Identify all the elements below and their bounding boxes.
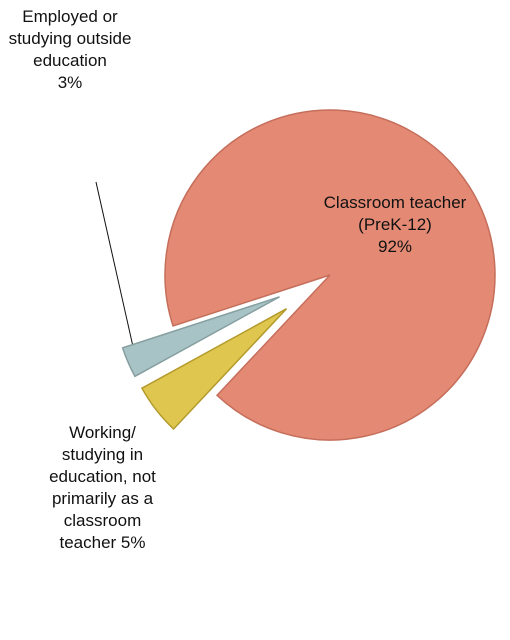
leader-line [95, 181, 137, 361]
slice-label: Working/ studying in education, not prim… [40, 422, 165, 554]
slice-label: Employed or studying outside education 3… [0, 6, 140, 94]
value-label: 3% [57, 73, 83, 92]
value-label: 92% [377, 237, 413, 256]
category-label: Employed or studying outside education [8, 7, 132, 70]
slice-label: Classroom teacher (PreK-12) 92% [320, 192, 470, 258]
pie-slice [121, 296, 280, 378]
category-label: Working/ studying in education, not prim… [49, 423, 156, 552]
value-label: 5% [120, 533, 146, 552]
pie-slice [164, 109, 496, 441]
category-label: Classroom teacher (PreK-12) [323, 193, 467, 234]
pie-slice [140, 308, 288, 431]
